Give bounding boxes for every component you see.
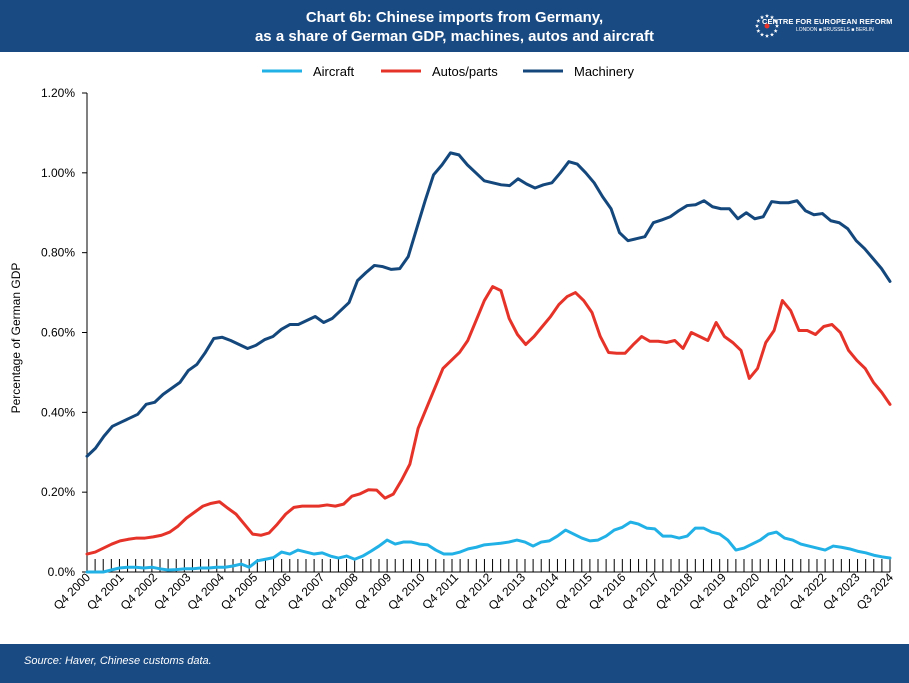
- line-chart: Aircraft Autos/parts Machinery 0.0%0.20%0.…: [9, 64, 897, 613]
- eu-stars-icon: [755, 13, 780, 38]
- series-lines: [85, 151, 892, 574]
- y-axis: 0.0% 0.20% 0.40% 0.60% 0.80% 1.00% 1.20%: [41, 86, 88, 579]
- logo-dot-icon: [764, 23, 770, 29]
- x-tick-label: Q4 2010: [385, 570, 428, 613]
- logo-star-icon: [756, 18, 761, 23]
- logo-star-icon: [755, 23, 760, 28]
- y-tick-label: 1.00%: [41, 166, 75, 180]
- logo-star-icon: [773, 28, 778, 33]
- legend-label: Machinery: [574, 64, 634, 79]
- logo-star-icon: [769, 32, 775, 37]
- logo-star-icon: [756, 28, 761, 33]
- logo-star-icon: [764, 33, 770, 38]
- chart-title-line-2: as a share of German GDP, machines, auto…: [254, 28, 655, 45]
- y-tick-label: 0.60%: [41, 326, 75, 340]
- series-line-autos-parts: [85, 285, 892, 556]
- chart-title-line-1: Chart 6b: Chinese imports from Germany,: [305, 9, 604, 26]
- footer-band: [0, 644, 909, 683]
- logo-star-icon: [769, 15, 775, 20]
- series-line-aircraft: [85, 520, 892, 574]
- logo-cities: LONDON ■ BRUSSELS ■ BERLIN: [796, 27, 874, 33]
- y-tick-label: 0.20%: [41, 485, 75, 499]
- logo-name: CENTRE FOR EUROPEAN REFORM: [762, 17, 893, 26]
- legend-label: Autos/parts: [432, 64, 498, 79]
- x-tick-label: Q3 2024: [854, 570, 897, 613]
- y-tick-label: 0.40%: [41, 405, 75, 419]
- y-tick-label: 1.20%: [41, 86, 75, 100]
- y-tick-label: 0.80%: [41, 246, 75, 260]
- y-tick-label: 0.0%: [48, 565, 76, 579]
- y-axis-label: Percentage of German GDP: [9, 263, 23, 414]
- series-line-machinery: [85, 151, 892, 458]
- legend-label: Aircraft: [313, 64, 355, 79]
- logo-star-icon: [759, 15, 765, 20]
- source-note: Source: Haver, Chinese customs data.: [24, 655, 212, 667]
- logo-star-icon: [774, 23, 780, 28]
- logo-star-icon: [773, 18, 778, 23]
- legend: Aircraft Autos/parts Machinery: [262, 64, 634, 79]
- logo-star-icon: [764, 13, 770, 18]
- logo-star-icon: [759, 32, 765, 37]
- cer-logo: [755, 13, 780, 38]
